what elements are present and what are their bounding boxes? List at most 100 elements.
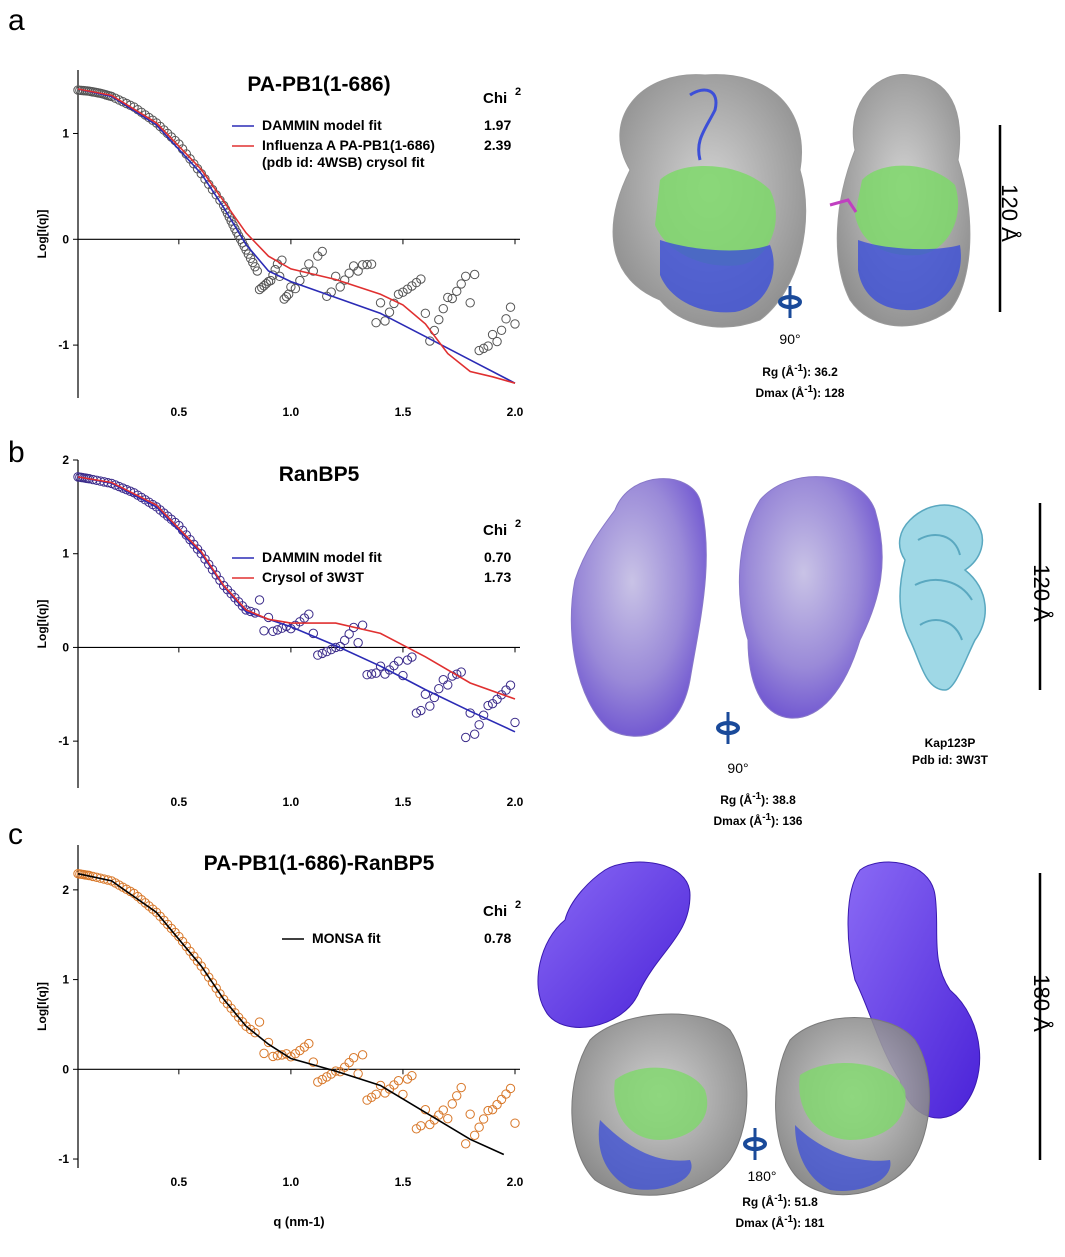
data-point xyxy=(263,1037,274,1048)
panel-letter-a: a xyxy=(8,4,25,37)
x-tick-label: 1.0 xyxy=(283,1175,300,1189)
chart-title: RanBP5 xyxy=(279,463,360,486)
data-point xyxy=(371,668,381,678)
data-point xyxy=(366,259,377,269)
data-point xyxy=(304,259,314,269)
data-point xyxy=(501,1089,511,1099)
data-point xyxy=(465,1109,475,1119)
legend-chi-value: 1.97 xyxy=(484,117,511,133)
data-point xyxy=(501,685,511,695)
data-point xyxy=(308,1057,319,1067)
data-point xyxy=(510,717,520,728)
data-point xyxy=(304,1038,314,1049)
data-point xyxy=(478,1114,489,1124)
saxs-envelope-a-side xyxy=(829,73,971,327)
kap123p-pdb: Pdb id: 3W3T xyxy=(912,753,988,767)
data-point xyxy=(362,670,372,680)
chi-superscript: 2 xyxy=(515,86,521,98)
data-point xyxy=(344,629,354,639)
data-point xyxy=(286,282,296,292)
data-point xyxy=(420,308,431,319)
data-point xyxy=(443,1113,453,1124)
data-point xyxy=(393,1075,404,1086)
data-point xyxy=(362,259,372,270)
data-point xyxy=(483,700,493,711)
data-point xyxy=(469,1130,480,1141)
data-point xyxy=(348,1053,359,1063)
chi-superscript: 2 xyxy=(515,518,521,530)
data-point xyxy=(250,1027,260,1038)
data-point xyxy=(279,294,289,304)
x-tick-label: 2.0 xyxy=(507,1175,524,1189)
data-point xyxy=(375,298,386,308)
data-point xyxy=(416,274,426,284)
data-point xyxy=(505,680,516,690)
rg-c: Rg (Å-1): 51.8 xyxy=(742,1193,818,1209)
data-point xyxy=(510,319,520,329)
data-point xyxy=(215,989,225,999)
data-point xyxy=(272,1051,283,1061)
y-tick-label: -1 xyxy=(58,734,69,748)
data-point xyxy=(411,708,422,718)
chi-header: Chi xyxy=(483,903,507,920)
data-point xyxy=(274,271,285,282)
data-point xyxy=(393,289,404,300)
x-tick-label: 1.0 xyxy=(283,795,300,809)
data-point xyxy=(416,705,426,716)
data-point xyxy=(510,1118,520,1128)
x-tick-label: 1.0 xyxy=(283,405,300,419)
legend-label: MONSA fit xyxy=(312,930,381,946)
x-tick-label: 2.0 xyxy=(507,795,524,809)
data-point xyxy=(375,661,386,671)
data-point xyxy=(339,635,350,646)
data-point xyxy=(469,269,480,280)
data-point xyxy=(148,904,158,914)
data-point xyxy=(460,732,471,743)
data-point xyxy=(366,669,377,679)
data-point xyxy=(335,282,345,292)
data-point xyxy=(452,286,462,297)
fit-line xyxy=(77,476,516,733)
data-point xyxy=(326,644,336,655)
data-point xyxy=(268,626,278,637)
data-point xyxy=(313,1077,323,1087)
data-point xyxy=(407,1070,417,1081)
scale-label-a: 120 Å xyxy=(996,184,1022,242)
data-point xyxy=(254,1017,265,1027)
data-point xyxy=(170,927,180,938)
x-tick-label: 2.0 xyxy=(507,405,524,419)
data-point xyxy=(429,325,440,336)
data-point xyxy=(339,1062,350,1072)
data-point xyxy=(474,1122,484,1132)
chart-c: -1 0 1 2 0.5 1.0 1.5 2.0 Log[I(q)] q (nm-1) PA-PB1… xyxy=(35,845,524,1229)
data-point xyxy=(438,675,448,685)
data-point xyxy=(268,1051,278,1062)
y-tick-label: 2 xyxy=(62,883,69,897)
data-point xyxy=(317,648,327,659)
chi-header: Chi xyxy=(483,90,507,107)
data-point xyxy=(272,625,283,635)
x-tick-label: 1.5 xyxy=(395,795,412,809)
data-point xyxy=(460,1139,471,1149)
data-point xyxy=(443,680,453,690)
chart-title: PA-PB1(1-686) xyxy=(247,73,390,96)
kap123p-caption: Kap123P Pdb id: 3W3T xyxy=(880,735,1020,769)
monsa-envelope-c-side xyxy=(775,861,981,1196)
rg-a: Rg (Å-1): 36.2 xyxy=(762,363,838,379)
data-point xyxy=(192,544,203,554)
data-point xyxy=(344,268,354,278)
data-point xyxy=(308,266,319,276)
data-point xyxy=(434,314,444,325)
data-point xyxy=(344,1057,354,1068)
legend-label: Influenza A PA-PB1(1-686) xyxy=(262,137,435,153)
y-axis-label: Log[I(q)] xyxy=(35,600,49,649)
data-point xyxy=(192,956,203,966)
rotation-icon-b xyxy=(716,712,740,744)
data-point xyxy=(447,293,457,304)
scale-label-b: 120 Å xyxy=(1028,564,1054,622)
rg-b: Rg (Å-1): 38.8 xyxy=(720,791,796,807)
y-tick-label: 0 xyxy=(62,640,69,654)
data-point xyxy=(456,279,466,289)
x-axis-label: q (nm-1) xyxy=(273,1214,324,1229)
